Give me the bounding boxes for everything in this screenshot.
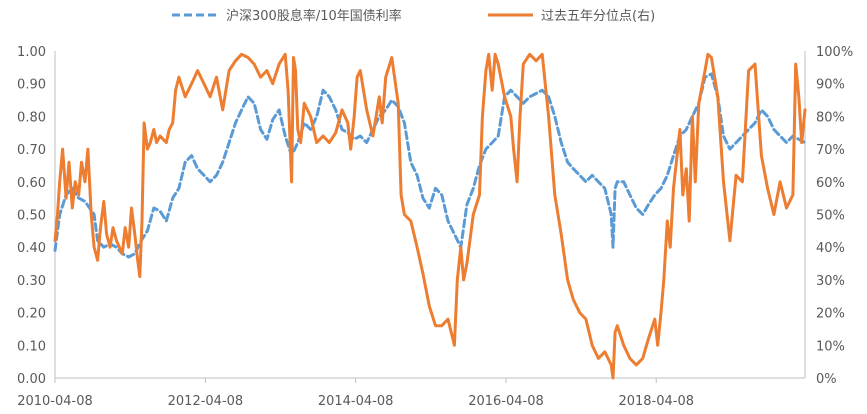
y-right-tick-label: 100% (816, 45, 853, 60)
y-right-tick-label: 0% (816, 372, 837, 387)
y-left-tick-label: 0.30 (17, 274, 46, 289)
y-right-tick-label: 20% (816, 307, 845, 322)
y-left-tick-label: 0.40 (17, 241, 46, 256)
axes: 0.00 0.10 0.20 0.30 0.40 0.50 0.60 0.70 0.80 0.90… (17, 45, 853, 409)
y-left-tick-label: 1.00 (17, 45, 46, 60)
series-layer (53, 52, 807, 380)
y-left-tick-label: 0.00 (17, 372, 46, 387)
legend-label-percentile: 过去五年分位点(右) (541, 9, 655, 24)
y-right-tick-label: 50% (816, 209, 845, 224)
legend: 沪深300股息率/10年国债利率 过去五年分位点(右) (172, 8, 655, 24)
series-line-percentile (53, 52, 807, 380)
y-left-tick-label: 0.50 (17, 209, 46, 224)
y-left-tick-label: 0.90 (17, 78, 46, 93)
x-tick-label: 2014-04-08 (318, 394, 394, 409)
y-left-tick-label: 0.70 (17, 143, 46, 158)
legend-label-dividend-ratio: 沪深300股息率/10年国债利率 (226, 8, 402, 24)
y-right-tick-label: 70% (816, 143, 845, 158)
y-right-tick-label: 10% (816, 339, 845, 354)
y-right-tick-label: 60% (816, 176, 845, 191)
y-right-tick-label: 80% (816, 110, 845, 125)
x-tick-label: 2016-04-08 (468, 394, 544, 409)
y-right-tick-label: 40% (816, 241, 845, 256)
y-left-tick-label: 0.20 (17, 307, 46, 322)
x-tick-label: 2012-04-08 (168, 394, 244, 409)
y-left-tick-label: 0.80 (17, 110, 46, 125)
series-line-dividend-ratio (53, 72, 807, 259)
y-right-tick-label: 30% (816, 274, 845, 289)
x-tick-label: 2018-04-08 (618, 394, 694, 409)
y-left-tick-label: 0.10 (17, 339, 46, 354)
y-right-tick-label: 90% (816, 78, 845, 93)
x-tick-label: 2010-04-08 (17, 394, 93, 409)
y-left-tick-label: 0.60 (17, 176, 46, 191)
